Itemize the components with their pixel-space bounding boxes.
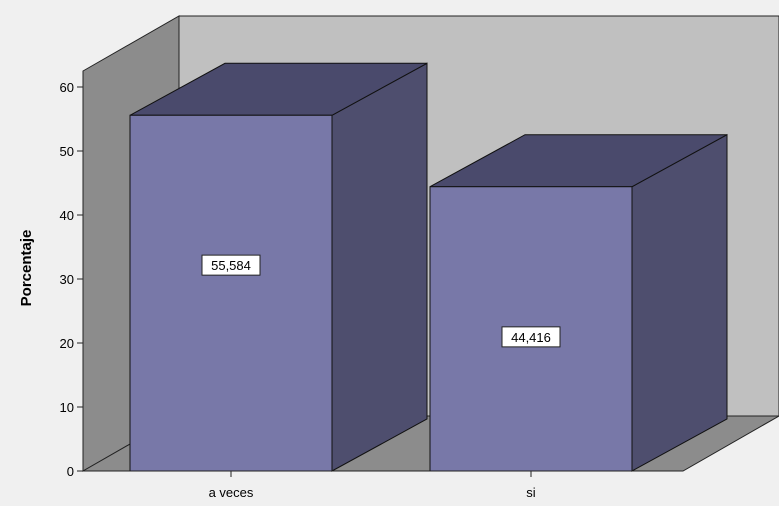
data-label-box [501, 326, 561, 348]
y-axis: 0 10 20 30 40 50 60 [60, 71, 84, 479]
bar: 55,584 [129, 62, 428, 472]
y-tick-label: 10 [60, 400, 74, 415]
y-tick-label: 60 [60, 80, 74, 95]
bar-front [129, 114, 333, 472]
data-label-box [201, 254, 261, 276]
y-tick-label: 40 [60, 208, 74, 223]
x-tick-label: si [526, 485, 536, 500]
bars: 55,584 44,416 [129, 62, 728, 472]
x-axis: a veces si [83, 470, 683, 500]
y-tick-label: 20 [60, 336, 74, 351]
data-label: 44,416 [511, 330, 551, 345]
bar: 44,416 [429, 133, 728, 472]
y-tick-label: 50 [60, 144, 74, 159]
y-axis-title: Porcentaje [18, 230, 35, 307]
y-tick-label: 0 [67, 464, 74, 479]
bar-side [631, 133, 728, 472]
x-tick-label: a veces [209, 485, 254, 500]
bar-side [331, 62, 428, 472]
y-tick-label: 30 [60, 272, 74, 287]
data-label: 55,584 [211, 258, 251, 273]
